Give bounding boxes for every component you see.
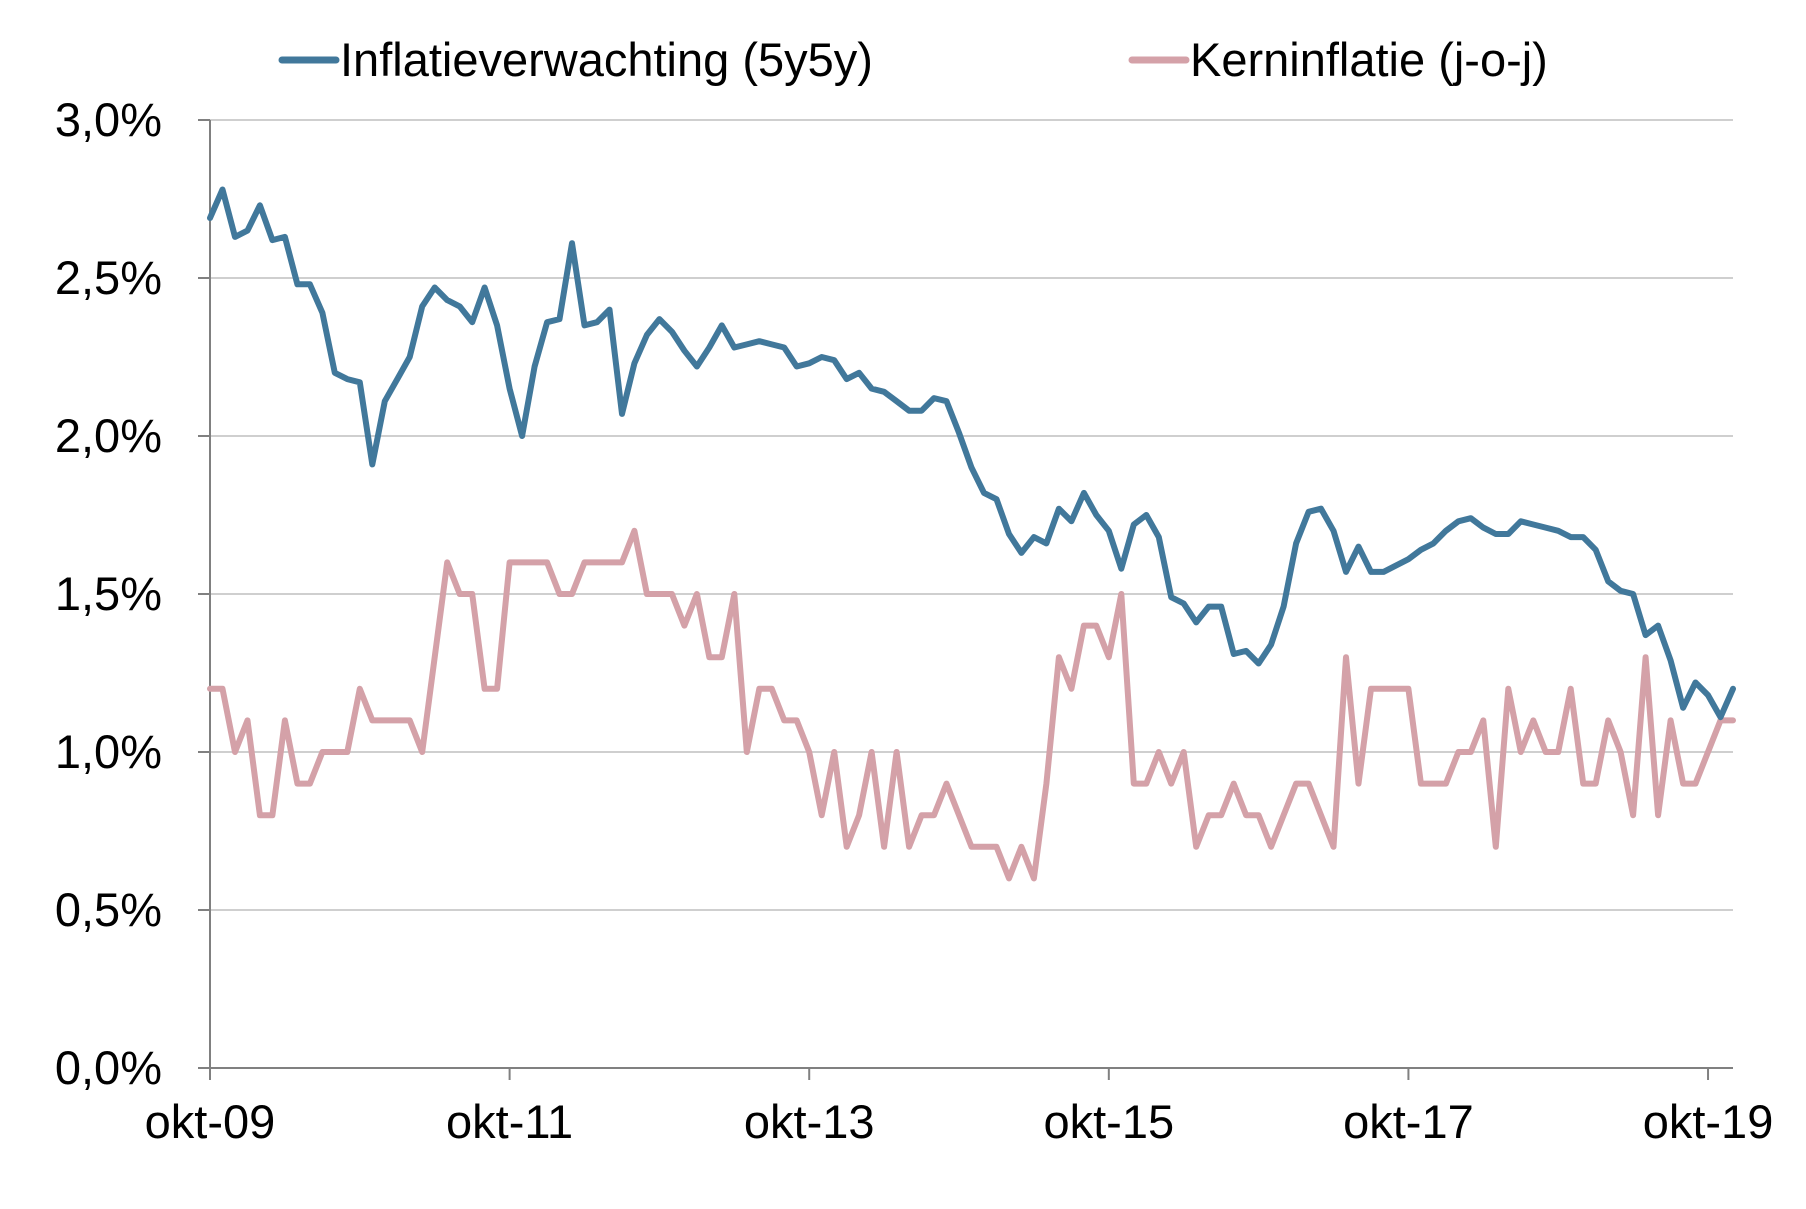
x-tick-label: okt-09 (145, 1095, 276, 1148)
axes (198, 119, 1733, 1080)
y-tick-label: 2,5% (55, 251, 162, 304)
x-tick-label: okt-11 (446, 1095, 573, 1148)
legend: Inflatieverwachting (5y5y) Kerninflatie … (278, 33, 1548, 86)
x-axis-tick-labels: okt-09 okt-11 okt-13 okt-15 okt-17 okt-19 (145, 1095, 1774, 1148)
y-tick-label: 1,5% (55, 567, 162, 620)
series-layer (207, 186, 1736, 882)
x-tick-label: okt-17 (1343, 1095, 1474, 1148)
y-axis-tick-labels: 0,0% 0,5% 1,0% 1,5% 2,0% 2,5% 3,0% (55, 93, 162, 1094)
series-line-0 (207, 186, 1736, 721)
y-tick-label: 0,5% (55, 883, 162, 936)
series-line-1 (207, 527, 1736, 882)
legend-label-inflatieverwachting: Inflatieverwachting (5y5y) (340, 33, 873, 86)
x-tick-label: okt-13 (744, 1095, 875, 1148)
gridlines (210, 119, 1733, 911)
y-tick-label: 0,0% (55, 1041, 162, 1094)
y-tick-label: 2,0% (55, 409, 162, 462)
y-tick-label: 1,0% (55, 725, 162, 778)
x-tick-label: okt-15 (1043, 1095, 1174, 1148)
y-tick-label: 3,0% (55, 93, 162, 146)
legend-label-kerninflatie: Kerninflatie (j-o-j) (1190, 33, 1548, 86)
x-tick-label: okt-19 (1643, 1095, 1774, 1148)
